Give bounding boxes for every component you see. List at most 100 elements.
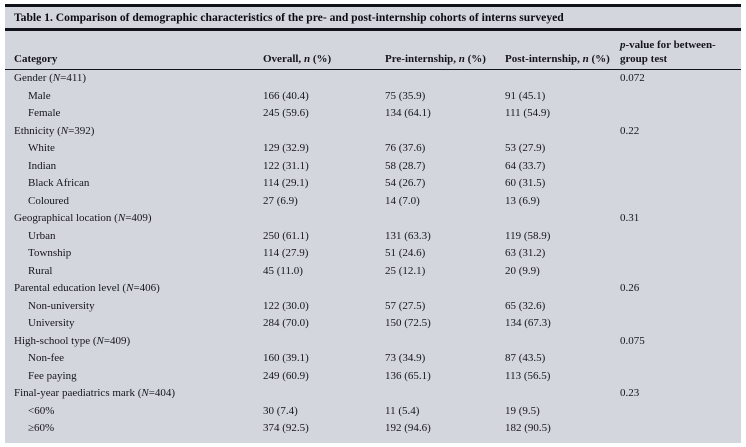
table-row: Coloured 27 (6.9) 14 (7.0) 13 (6.9) <box>5 193 741 211</box>
cell-p-value <box>620 350 741 368</box>
cell-overall: 122 (30.0) <box>263 299 309 312</box>
row-label: <60% <box>28 404 55 417</box>
cell-p-value <box>620 420 741 438</box>
cell-pre-internship: 58 (28.7) <box>385 159 426 172</box>
table-row: <60% 30 (7.4) 11 (5.4) 19 (9.5) <box>5 403 741 421</box>
cell-post-internship: 19 (9.5) <box>505 404 540 417</box>
cell-post-internship: 13 (6.9) <box>505 194 540 207</box>
row-label: Coloured <box>28 194 69 207</box>
cell-p-value <box>620 403 741 421</box>
cell-p-value <box>620 245 741 263</box>
table-row: Parental education level (N=406) 0.26 <box>5 280 741 298</box>
cell-overall: 160 (39.1) <box>263 352 309 364</box>
column-header-category: Category <box>14 52 58 65</box>
table-row: Rural 45 (11.0) 25 (12.1) 20 (9.9) <box>5 263 741 281</box>
table-row: Non-university 122 (30.0) 57 (27.5) 65 (… <box>5 298 741 316</box>
cell-p-value: 0.23 <box>620 387 640 399</box>
cell-post-internship: 53 (27.9) <box>505 142 546 154</box>
cell-p-value: 0.31 <box>620 212 640 224</box>
cell-overall: 374 (92.5) <box>263 422 309 434</box>
cell-overall <box>263 70 385 88</box>
column-header-p-value: p-value for between-group test <box>620 39 716 65</box>
cell-overall: 129 (32.9) <box>263 142 309 154</box>
table-row: High-school type (N=409) 0.075 <box>5 333 741 351</box>
table-row: Ethnicity (N=392) 0.22 <box>5 123 741 141</box>
cell-overall: 166 (40.4) <box>263 89 309 102</box>
cell-pre-internship: 25 (12.1) <box>385 264 426 277</box>
row-label: Township <box>28 247 72 259</box>
row-label: Parental education level (N=406) <box>14 282 160 294</box>
table-row: Fee paying 249 (60.9) 136 (65.1) 113 (56… <box>5 368 741 386</box>
column-header-pre-internship: Pre-internship, n (%) <box>385 52 486 65</box>
cell-pre-internship: 11 (5.4) <box>385 404 420 417</box>
cell-pre-internship: 73 (34.9) <box>385 352 426 364</box>
cell-overall: 114 (27.9) <box>263 247 309 259</box>
table-row: Non-fee 160 (39.1) 73 (34.9) 87 (43.5) <box>5 350 741 368</box>
row-label: Female <box>28 107 61 119</box>
cell-pre-internship <box>385 210 505 228</box>
cell-post-internship: 91 (45.1) <box>505 89 546 102</box>
cell-overall <box>263 210 385 228</box>
row-label: Final-year paediatrics mark (N=404) <box>14 387 176 399</box>
cell-p-value <box>620 298 741 316</box>
row-label: Fee paying <box>28 369 77 382</box>
table-body: Gender (N=411) 0.072 Male 166 (40.4) 75 … <box>5 70 741 443</box>
cell-post-internship: 119 (58.9) <box>505 229 551 242</box>
cell-p-value <box>620 105 741 123</box>
cell-pre-internship: 192 (94.6) <box>385 422 431 434</box>
cell-pre-internship: 134 (64.1) <box>385 107 431 119</box>
table-row: Urban 250 (61.1) 131 (63.3) 119 (58.9) <box>5 228 741 246</box>
table-row: Female 245 (59.6) 134 (64.1) 111 (54.9) <box>5 105 741 123</box>
cell-post-internship: 113 (56.5) <box>505 369 551 382</box>
cell-overall <box>263 280 385 298</box>
cell-post-internship: 182 (90.5) <box>505 422 551 434</box>
cell-post-internship: 60 (31.5) <box>505 177 546 189</box>
row-label: White <box>28 142 55 154</box>
table-row: Black African 114 (29.1) 54 (26.7) 60 (3… <box>5 175 741 193</box>
row-label: Ethnicity (N=392) <box>14 124 95 137</box>
cell-pre-internship: 75 (35.9) <box>385 89 426 102</box>
cell-post-internship: 111 (54.9) <box>505 107 551 119</box>
cell-post-internship <box>505 123 620 141</box>
cell-p-value <box>620 140 741 158</box>
cell-p-value <box>620 193 741 211</box>
cell-pre-internship: 51 (24.6) <box>385 247 426 259</box>
row-label: High-school type (N=409) <box>14 334 131 347</box>
cell-post-internship: 20 (9.9) <box>505 264 540 277</box>
cell-p-value: 0.22 <box>620 124 640 137</box>
table-row: Indian 122 (31.1) 58 (28.7) 64 (33.7) <box>5 158 741 176</box>
cell-pre-internship <box>385 333 505 351</box>
cell-post-internship: 87 (43.5) <box>505 352 546 364</box>
cell-p-value <box>620 175 741 193</box>
table-row: ≥60% 374 (92.5) 192 (94.6) 182 (90.5) <box>5 420 741 438</box>
cell-pre-internship: 76 (37.6) <box>385 142 426 154</box>
cell-overall: 27 (6.9) <box>263 194 298 207</box>
row-label: Rural <box>28 264 53 277</box>
cell-p-value <box>620 158 741 176</box>
row-label: ≥60% <box>28 422 55 434</box>
cell-post-internship: 64 (33.7) <box>505 159 546 172</box>
table-row: Male 166 (40.4) 75 (35.9) 91 (45.1) <box>5 88 741 106</box>
row-label: Gender (N=411) <box>14 72 87 84</box>
cell-p-value <box>620 263 741 281</box>
row-label: Geographical location (N=409) <box>14 212 152 224</box>
cell-post-internship <box>505 210 620 228</box>
cell-overall: 122 (31.1) <box>263 159 309 172</box>
table-row: Gender (N=411) 0.072 <box>5 70 741 88</box>
row-label: Black African <box>28 177 90 189</box>
cell-post-internship <box>505 70 620 88</box>
column-header-post-internship: Post-internship, n (%) <box>505 52 610 65</box>
cell-p-value <box>620 88 741 106</box>
demographics-table: Table 1. Comparison of demographic chara… <box>5 4 741 443</box>
cell-pre-internship <box>385 123 505 141</box>
cell-overall: 245 (59.6) <box>263 107 309 119</box>
cell-pre-internship: 150 (72.5) <box>385 317 431 329</box>
cell-p-value: 0.075 <box>620 334 645 347</box>
cell-post-internship: 65 (32.6) <box>505 299 546 312</box>
cell-pre-internship: 131 (63.3) <box>385 229 431 242</box>
cell-pre-internship: 136 (65.1) <box>385 369 431 382</box>
row-label: Urban <box>28 229 56 242</box>
row-label: Male <box>28 89 51 102</box>
table-row: White 129 (32.9) 76 (37.6) 53 (27.9) <box>5 140 741 158</box>
cell-post-internship <box>505 280 620 298</box>
